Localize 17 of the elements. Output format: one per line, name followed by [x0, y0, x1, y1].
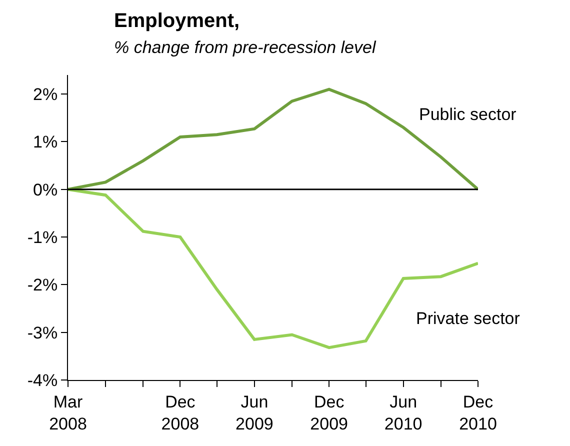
x-tick-label: Jun 2009	[236, 392, 274, 434]
y-tick-label: -4%	[27, 370, 58, 390]
y-tick-label: 0%	[33, 180, 58, 200]
x-tick-label: Dec 2008	[161, 392, 200, 434]
y-tick-label: -3%	[27, 323, 58, 342]
y-tick-label: 2%	[33, 85, 58, 104]
chart-subtitle: % change from pre-recession level	[114, 38, 377, 57]
x-tick-label: Dec 2009	[310, 392, 348, 434]
y-tick-label: -2%	[27, 276, 58, 295]
x-tick-label: Mar 2008	[49, 392, 87, 434]
x-tick-label: Jun 2010	[384, 392, 422, 434]
series-label: Private sector	[416, 309, 520, 328]
y-tick-label: -1%	[27, 228, 58, 247]
series-label: Public sector	[419, 105, 517, 124]
chart-title: Employment,	[114, 10, 240, 32]
x-tick-label: Dec 2010	[459, 392, 497, 434]
y-tick-label: 1%	[33, 132, 58, 152]
